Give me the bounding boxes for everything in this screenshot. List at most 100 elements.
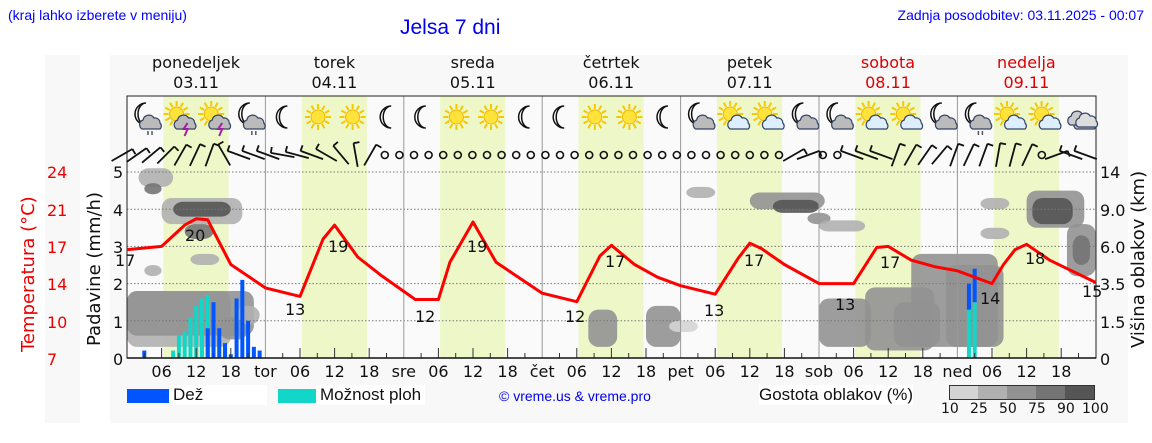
hour-tick-label: 06: [151, 362, 171, 381]
calm-wind-icon: [395, 150, 404, 160]
region-hint-link[interactable]: (kraj lahko izberete v meniju): [8, 7, 187, 23]
cloud-density-area: [669, 320, 698, 332]
temp-min-label: 13: [704, 301, 724, 320]
rain-bar: [217, 328, 222, 358]
wind-barb-icon: [854, 144, 879, 160]
cloud-height-tick: 14: [1100, 163, 1121, 182]
wind-barb-icon: [1073, 144, 1098, 160]
sun-cloud-icon: [890, 101, 924, 130]
rain-bar: [223, 343, 228, 358]
temperature-line: [126, 217, 1097, 304]
cloud-density-area: [819, 298, 871, 347]
day-short-label: sre: [392, 362, 416, 381]
temp-max-label: 17: [744, 251, 764, 270]
moon-cloud-icon: [687, 102, 716, 130]
hour-tick-label: 18: [359, 362, 379, 381]
wind-barb-icon: [839, 144, 864, 160]
cloud-density-area: [1072, 235, 1091, 265]
cloud-density-tick: 50: [999, 401, 1017, 417]
hour-tick-label: 12: [878, 362, 898, 381]
hour-tick-label: 12: [1016, 362, 1036, 381]
moon-icon: [656, 105, 669, 129]
temp-end-label: 15: [1082, 282, 1102, 301]
wind-barb-icon: [1008, 142, 1022, 167]
rain-bar: [205, 328, 210, 358]
wind-barb-icon: [363, 143, 382, 166]
calm-wind-icon: [643, 150, 652, 160]
calm-wind-icon: [482, 150, 492, 160]
shower-bar: [199, 298, 204, 358]
hour-tick-label: 18: [497, 362, 517, 381]
hour-tick-label: 18: [774, 362, 794, 381]
moon-icon: [414, 105, 426, 129]
wind-barb-icon: [1021, 143, 1039, 167]
moon-icon: [275, 105, 288, 129]
temp-tick: 21: [47, 201, 68, 220]
sun-cloud-icon: [717, 101, 751, 130]
day-header: sreda 05.11: [404, 53, 542, 93]
hour-tick-label: 18: [221, 362, 241, 381]
day-header: petek 07.11: [681, 53, 819, 93]
wind-barb-icon: [782, 148, 808, 162]
rain-legend-label: Dež: [169, 385, 267, 405]
calm-wind-icon: [438, 150, 448, 160]
day-short-label: tor: [254, 362, 277, 381]
day-date: 05.11: [449, 73, 496, 92]
temp-max-label: 20: [185, 226, 205, 245]
wind-barb-icon: [1058, 144, 1083, 160]
temp-tick: 17: [47, 238, 68, 257]
day-name: ponedeljek: [152, 53, 240, 72]
temp-tick: 14: [47, 275, 68, 294]
calm-wind-icon: [409, 150, 419, 160]
cloud-height-tick: 9.0: [1100, 201, 1126, 220]
cloud-density-area: [138, 168, 174, 187]
cloud-density-area: [144, 183, 162, 195]
temp-min-label: 12: [415, 307, 435, 326]
temp-max-label: 18: [1025, 249, 1045, 268]
temp-min-label: 17: [115, 251, 135, 270]
cloud-density-swatch: [978, 385, 1007, 400]
hour-tick-label: 18: [913, 362, 933, 381]
day-header: ponedeljek 03.11: [127, 53, 265, 93]
calm-wind-icon: [833, 150, 842, 160]
cloud-density-tick: 100: [1082, 401, 1109, 417]
copyright-link[interactable]: © vreme.us & vreme.pro: [499, 388, 651, 404]
moon-cloud-icon: [791, 102, 820, 130]
calm-wind-icon: [380, 150, 390, 160]
cloud-density-area: [819, 220, 866, 232]
moon-icon: [552, 105, 565, 129]
rain-bar: [257, 350, 262, 358]
daylight-band: [716, 96, 783, 358]
cloud-height-tick: 3.5: [1100, 275, 1126, 294]
cloud-icon: [1067, 110, 1099, 130]
hour-tick-label: 12: [186, 362, 206, 381]
calm-wind-icon: [570, 150, 579, 160]
hour-tick-label: 12: [324, 362, 344, 381]
wind-barb-icon: [111, 148, 137, 162]
cloud-height-tick: 1.5: [1100, 313, 1126, 332]
temp-max-label: 17: [605, 252, 625, 271]
wind-barb-icon: [903, 143, 923, 166]
cloud-density-label: Gostota oblakov (%): [759, 385, 914, 405]
precip-tick: 3: [113, 238, 124, 257]
wind-barb-icon: [995, 142, 1007, 167]
moon-icon: [517, 105, 530, 129]
calm-wind-icon: [730, 150, 740, 160]
shower-bar: [972, 302, 977, 358]
wind-barb-icon: [931, 145, 953, 165]
sun-thunderstorm-icon: [163, 101, 197, 137]
daylight-band: [440, 96, 506, 358]
calm-wind-icon: [599, 150, 609, 160]
temp-min-label: 13: [835, 295, 855, 314]
calm-wind-icon: [541, 150, 550, 160]
sun-icon: [616, 104, 643, 130]
cloud-density-area: [1032, 198, 1073, 225]
day-date: 08.11: [865, 73, 911, 92]
calm-wind-icon: [614, 150, 623, 160]
precip-tick: 2: [113, 275, 124, 294]
moon-cloud-rain-icon: [238, 102, 266, 135]
wind-barb-icon: [156, 145, 180, 165]
sun-icon: [443, 104, 470, 130]
wind-barb-icon: [241, 144, 265, 160]
